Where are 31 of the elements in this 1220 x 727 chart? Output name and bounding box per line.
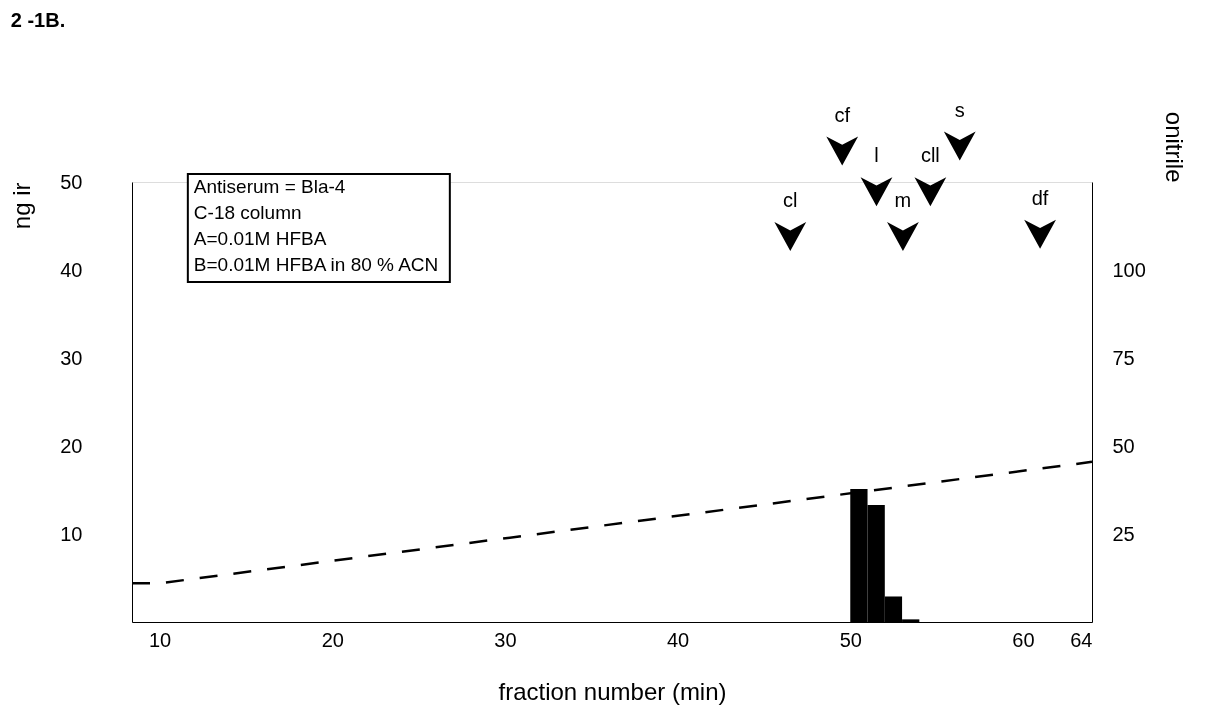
- annotation: cl: [783, 189, 798, 212]
- y-tick-label: 20: [60, 434, 83, 457]
- x-tick-label: 30: [494, 628, 517, 651]
- annotation: B=0.01M HFBA in 80 % ACN: [193, 254, 439, 275]
- y2-tick-label: 75: [1112, 346, 1135, 369]
- text: cf: [834, 103, 851, 126]
- x-tick-label: 40: [666, 628, 690, 651]
- x-axis-title: fraction number (min): [498, 677, 727, 705]
- x-tick-label: 50: [839, 628, 862, 651]
- text: l: [874, 144, 879, 167]
- y2-tick-label: 25: [1112, 522, 1135, 545]
- y2-tick-label: 100: [1112, 258, 1146, 281]
- x-tick-label: 20: [321, 628, 344, 651]
- y-tick-label: 50: [60, 170, 83, 193]
- text: cll: [920, 144, 940, 167]
- annotation: Antiserum = Bla-4: [193, 176, 346, 197]
- annotation: C-18 column: [193, 202, 302, 223]
- y-axis-title: ng ir: [8, 182, 36, 230]
- y-tick-label: 30: [60, 346, 83, 369]
- annotation: A=0.01M HFBA: [193, 228, 327, 249]
- y2-axis-title: onitrile: [1160, 111, 1188, 183]
- x-tick-label: 64: [1070, 628, 1093, 651]
- annotation: m: [894, 189, 912, 212]
- text: s: [954, 98, 965, 121]
- x-tick-label: 60: [1012, 628, 1035, 651]
- chart-title: 2 -1B.: [10, 8, 66, 31]
- y2-tick-label: 50: [1112, 434, 1135, 457]
- annotation: df: [1031, 186, 1049, 209]
- y-tick-label: 40: [60, 258, 83, 281]
- x-tick-label: 10: [149, 628, 172, 651]
- y-tick-label: 10: [60, 522, 83, 545]
